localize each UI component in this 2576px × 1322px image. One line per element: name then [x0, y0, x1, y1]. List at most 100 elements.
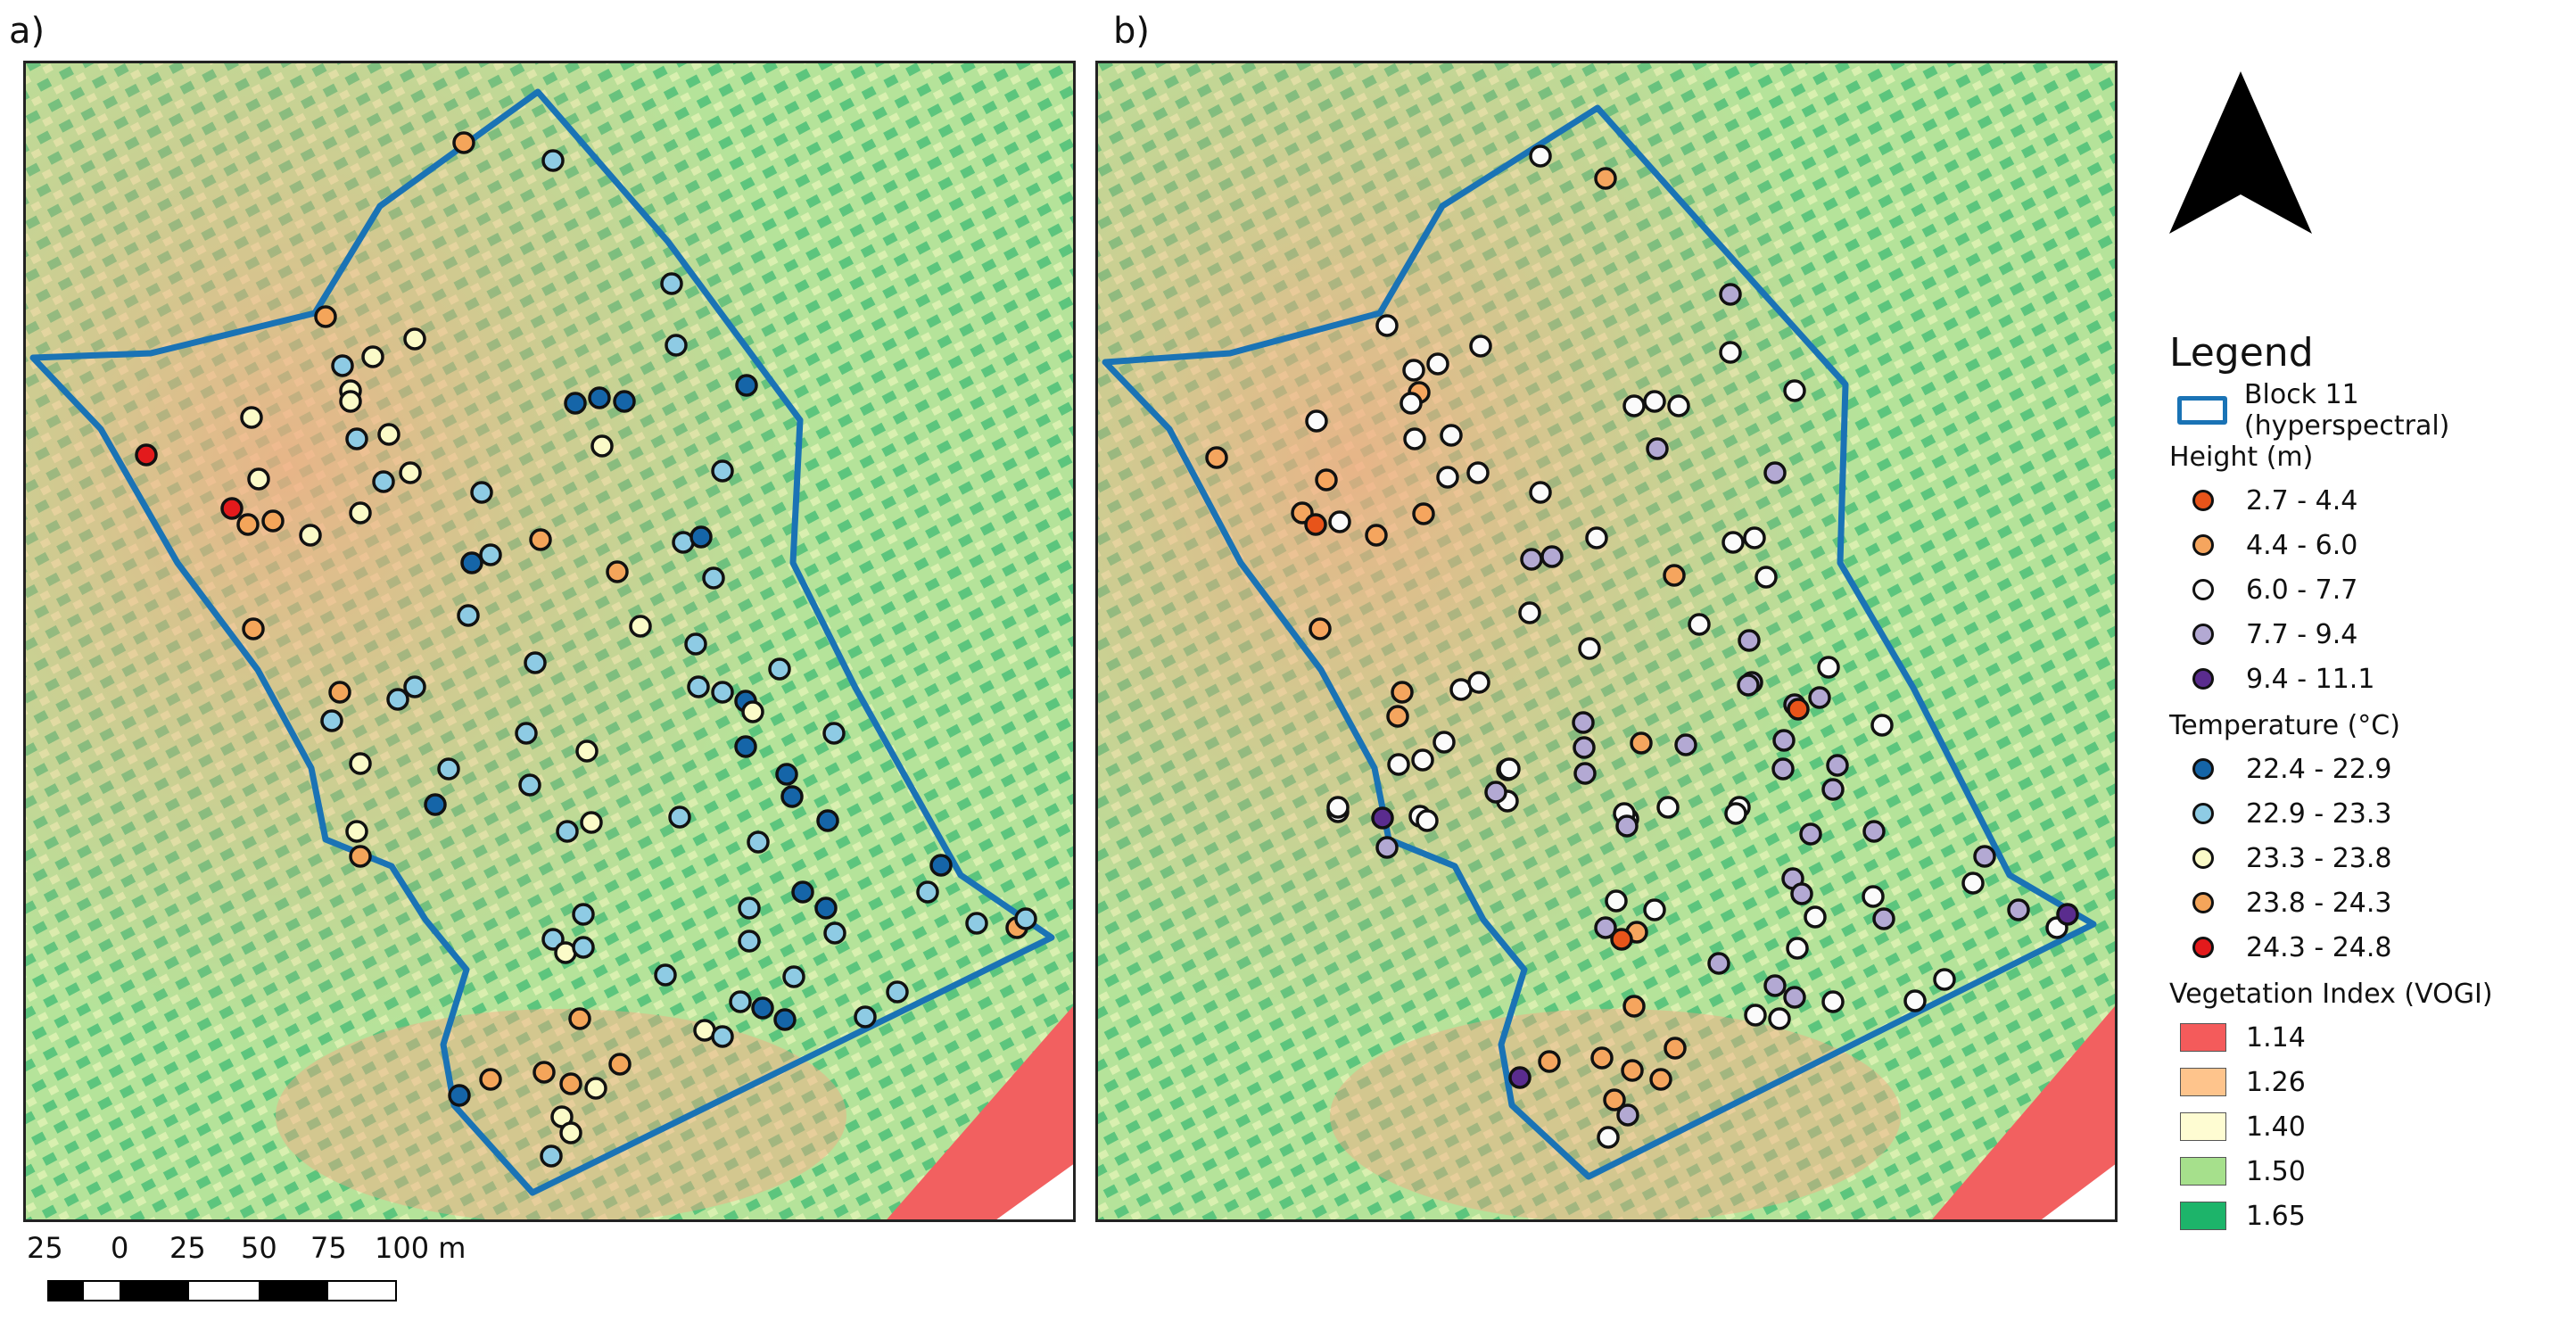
tree-point-marker: [916, 880, 939, 904]
tree-point-marker: [386, 688, 409, 711]
vegetation-legend-item: 1.65: [2169, 1194, 2562, 1238]
tree-point-marker: [1402, 359, 1425, 382]
block-11-boundary: [1102, 104, 2097, 1180]
tree-point-marker: [448, 1084, 471, 1107]
vegetation-legend-label: 1.40: [2246, 1111, 2306, 1143]
tree-point-marker: [559, 1121, 582, 1144]
tree-point-marker: [135, 443, 158, 467]
map-canvas-a: [26, 63, 1073, 1219]
tree-point-marker: [1391, 681, 1414, 704]
tree-point-marker: [240, 406, 263, 429]
tree-point-marker: [775, 763, 798, 786]
tree-point-marker: [1605, 889, 1628, 913]
scale-label: 25: [169, 1231, 206, 1265]
tree-point-marker: [1804, 905, 1827, 929]
tree-point-marker: [1768, 1007, 1791, 1030]
tree-point-marker: [1744, 1004, 1767, 1027]
tree-point-marker: [1572, 711, 1595, 734]
tree-point-marker: [1375, 314, 1399, 337]
tree-point-marker: [1790, 882, 1813, 905]
legend: Legend Block 11 (hyperspectral) Height (…: [2169, 330, 2562, 1238]
tree-point-marker: [1304, 513, 1327, 536]
tree-point-marker: [816, 809, 839, 832]
tree-point-marker: [556, 820, 579, 843]
scale-label: 0: [111, 1231, 129, 1265]
height-legend-label: 2.7 - 4.4: [2246, 484, 2358, 516]
temperature-legend-symbol: [2176, 751, 2230, 787]
vegetation-legend-item: 1.26: [2169, 1060, 2562, 1104]
temperature-legend-label: 24.3 - 24.8: [2246, 931, 2392, 963]
height-legend-symbol: [2176, 483, 2230, 518]
vegetation-legend-symbol: [2176, 1109, 2230, 1144]
scale-label: 75: [310, 1231, 347, 1265]
height-legend-label: 6.0 - 7.7: [2246, 574, 2358, 606]
tree-point-marker: [1399, 392, 1423, 415]
tree-point-marker: [1643, 390, 1666, 413]
tree-point-marker: [1440, 424, 1463, 447]
tree-point-marker: [1529, 145, 1552, 168]
tree-point-marker: [1808, 686, 1831, 709]
tree-point-marker: [1508, 1066, 1532, 1089]
tree-point-marker: [782, 965, 805, 988]
temperature-legend-item: 22.9 - 23.3: [2169, 791, 2562, 836]
vegetation-legend-symbol: [2176, 1064, 2230, 1100]
tree-point-marker: [524, 651, 547, 674]
tree-point-marker: [1375, 836, 1399, 859]
vegetation-legend-symbol: [2176, 1153, 2230, 1189]
tree-point-marker: [584, 1077, 607, 1100]
tree-point-marker: [606, 560, 629, 583]
tree-point-marker: [613, 390, 636, 413]
tree-point-marker: [479, 1068, 502, 1091]
tree-point-marker: [1365, 524, 1388, 547]
tree-point-marker: [1436, 466, 1459, 489]
height-legend-label: 9.4 - 11.1: [2246, 663, 2375, 695]
height-legend-item: 2.7 - 4.4: [2169, 478, 2562, 523]
tree-point-marker: [1416, 809, 1439, 832]
tree-point-marker: [1387, 753, 1410, 776]
block-outline-swatch: [2176, 392, 2228, 428]
tree-point-marker: [518, 773, 541, 797]
height-legend-item: 9.4 - 11.1: [2169, 657, 2562, 701]
tree-point-marker: [1573, 736, 1596, 759]
tree-point-marker: [1309, 617, 1332, 640]
tree-point-marker: [729, 990, 752, 1013]
points-layer-b: [1205, 145, 2079, 1149]
tree-point-marker: [1688, 613, 1711, 636]
legend-block-entry: Block 11 (hyperspectral): [2169, 379, 2562, 442]
tree-point-marker: [1603, 1088, 1626, 1111]
temperature-legend-symbol: [2176, 796, 2230, 831]
tree-point-marker: [1771, 757, 1795, 781]
tree-point-marker: [1719, 341, 1742, 364]
tree-point-marker: [572, 903, 595, 926]
tree-point-marker: [1520, 548, 1543, 571]
tree-point-marker: [1469, 335, 1492, 358]
vegetation-raster-warm-zone-south: [1330, 1009, 1901, 1219]
tree-point-marker: [734, 735, 757, 758]
tree-point-marker: [529, 528, 552, 551]
tree-point-marker: [1821, 778, 1845, 801]
tree-point-marker: [1386, 705, 1409, 728]
vegetation-legend-item: 1.50: [2169, 1149, 2562, 1194]
tree-point-marker: [1870, 714, 1894, 737]
temperature-legend-label: 23.8 - 24.3: [2246, 887, 2392, 919]
tree-point-marker: [665, 334, 688, 357]
tree-point-marker: [1821, 990, 1845, 1013]
tree-point-marker: [568, 1007, 591, 1030]
tree-point-marker: [1578, 637, 1601, 660]
temperature-legend-item: 23.3 - 23.8: [2169, 836, 2562, 880]
tree-point-marker: [452, 131, 475, 154]
tree-point-marker: [320, 709, 343, 732]
tree-point-marker: [460, 551, 483, 574]
tree-point-marker: [1622, 995, 1646, 1018]
temperature-legend-item: 23.8 - 24.3: [2169, 880, 2562, 925]
tree-point-marker: [515, 722, 538, 745]
tree-point-marker: [328, 681, 351, 704]
height-legend-symbol: [2176, 572, 2230, 607]
tree-point-marker: [1763, 461, 1787, 484]
north-arrow-icon: [2169, 71, 2312, 234]
tree-point-marker: [564, 392, 587, 415]
tree-point-marker: [349, 501, 372, 525]
map-panel-a: [23, 61, 1076, 1222]
tree-point-marker: [1872, 907, 1895, 930]
tree-point-marker: [1529, 481, 1552, 504]
